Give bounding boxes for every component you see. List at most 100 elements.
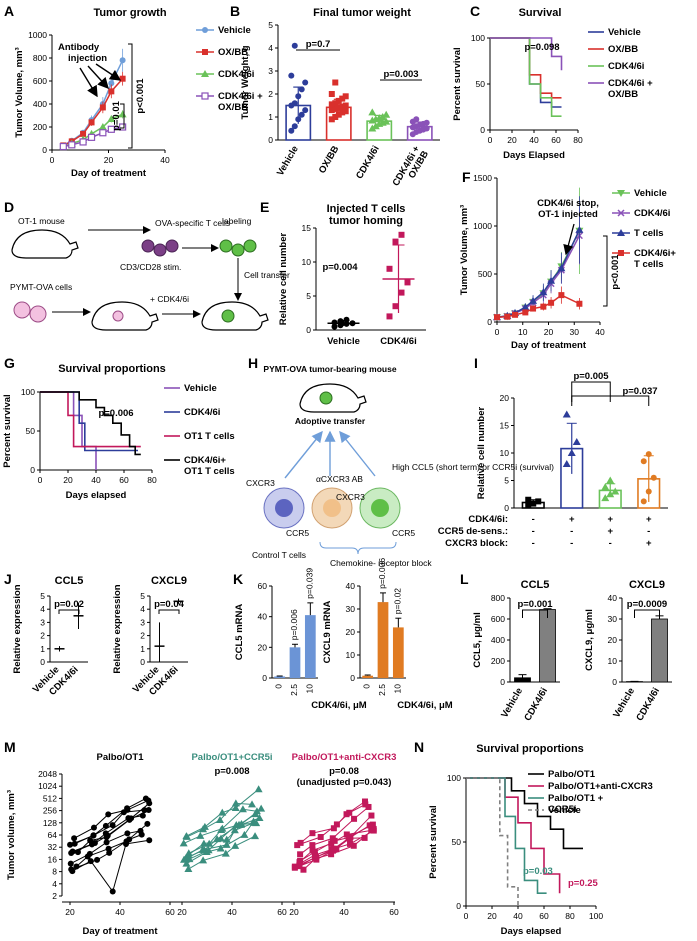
- x-tick-label: 100: [589, 911, 603, 921]
- x-axis-label: Day of treatment: [83, 926, 159, 937]
- y-tick-label: 100: [471, 33, 485, 43]
- panel-label-d: D: [4, 199, 14, 215]
- data-point: [548, 299, 555, 306]
- legend-label-line: CDK4/6i+: [634, 248, 676, 259]
- data-point: [297, 851, 304, 858]
- x-axis-label: Day of treatment: [511, 340, 587, 351]
- data-point: [204, 846, 213, 854]
- y-tick-label: 30: [608, 614, 618, 624]
- chart-title-line: tumor homing: [329, 215, 403, 227]
- brace: [319, 541, 397, 555]
- legend-marker: [617, 229, 625, 236]
- panel-label-m: M: [4, 739, 16, 755]
- data-point: [142, 795, 149, 802]
- legend-label: Palbo/OT1 + CCR5i: [548, 793, 604, 815]
- data-point: [369, 821, 376, 828]
- chart-b-final-weight: Final tumor weight 0 1 2 3 4 5 Vehicle OX/BB CDK4…: [240, 7, 440, 188]
- chart-a-tumor-growth: Tumor growth 0 200 400 600 800 1000 0 20 40 Vehicl…: [14, 7, 263, 179]
- data-point: [231, 799, 240, 807]
- legend-label: OT1 T cells: [184, 431, 235, 442]
- data-point: [562, 410, 571, 418]
- y-tick-label: 3: [268, 66, 273, 76]
- nucleus-icon: [371, 499, 389, 517]
- category-label: 0: [274, 684, 284, 689]
- significance-bracket: [522, 609, 548, 618]
- cxcr3b-label: CXCR3: [336, 492, 365, 502]
- y-tick-label: 2: [268, 89, 273, 99]
- data-point: [221, 849, 230, 857]
- y-tick-label: 100: [447, 773, 461, 783]
- data-point: [606, 476, 615, 484]
- legend-label-line: CDK4/6i: [634, 208, 670, 219]
- data-point: [365, 803, 372, 810]
- data-point: [343, 811, 350, 818]
- h-top-text: PYMT-OVA tumor-bearing mouse: [263, 364, 396, 374]
- legend-label: Palbo/OT1: [548, 769, 596, 780]
- data-point: [522, 309, 529, 316]
- data-point: [185, 855, 194, 863]
- control-label: Control T cells: [252, 550, 306, 560]
- data-point: [198, 845, 207, 853]
- x-tick-label: 80: [573, 135, 583, 145]
- legend-label-line: CDK4/6i: [184, 407, 220, 418]
- t-cell-icon: [153, 243, 167, 257]
- p-value-label: p=0.008: [214, 766, 249, 777]
- p-value-label: p=0.25: [568, 878, 599, 889]
- p-value-label: p=0.006: [377, 558, 387, 589]
- labeling-label: labeling: [222, 216, 252, 226]
- y-tick-label: 1000: [473, 221, 492, 231]
- y-tick-label: 40: [258, 612, 268, 622]
- data-point: [378, 113, 387, 120]
- x-axis-label: CDK4/6i, μM: [397, 700, 453, 711]
- y-tick-label: 2048: [38, 769, 57, 779]
- chart-k-mrna: 0 20 40 60 0 2.5 p=0.006 10 p=0.039 CCL5 mRNA 0 10 2…: [234, 558, 453, 711]
- data-point: [67, 860, 74, 867]
- survival-curve: [466, 777, 547, 894]
- data-point: [535, 498, 542, 505]
- data-point: [601, 494, 610, 502]
- data-point: [69, 868, 76, 875]
- category-label: CDK4/6i: [354, 144, 382, 181]
- adoptive-label: Adoptive transfer: [295, 416, 366, 426]
- data-point: [288, 72, 295, 79]
- tumor-green-icon: [319, 391, 333, 405]
- data-point: [413, 116, 420, 123]
- legend-label: Vehicle: [218, 25, 251, 36]
- cdk-label: + CDK4/6i: [150, 294, 189, 304]
- data-point: [392, 303, 399, 310]
- category-label: Vehicle: [499, 686, 525, 720]
- legend-marker: [201, 70, 209, 77]
- data-point: [328, 116, 335, 123]
- legend-label-line: Palbo/OT1 +: [548, 793, 604, 804]
- data-point: [88, 119, 95, 126]
- data-point: [398, 289, 405, 296]
- y-axis-label: Percent survival: [428, 805, 439, 878]
- data-point: [504, 313, 511, 320]
- data-point: [291, 123, 298, 130]
- p-value-label: p=0.005: [573, 371, 609, 382]
- x-tick-label: 30: [570, 327, 580, 337]
- y-axis-label: Percent survival: [2, 394, 13, 467]
- data-point: [124, 830, 131, 837]
- category-label-line: OX/BB: [317, 144, 342, 176]
- legend-label: CDK4/6i+ OT1 T cells: [184, 455, 235, 477]
- y-tick-label: 0: [42, 145, 47, 155]
- survival-curve: [40, 391, 138, 452]
- group-title: Palbo/OT1: [97, 752, 145, 763]
- row-value: +: [569, 514, 575, 525]
- row-value: -: [532, 526, 535, 537]
- annotation-line: injection: [68, 53, 107, 64]
- x-tick-label: 0: [50, 155, 55, 165]
- x-tick-label: 60: [551, 135, 561, 145]
- schematic-h: PYMT-OVA tumor-bearing mouse Adoptive tr…: [246, 364, 554, 568]
- category-label: CDK4/6i: [522, 686, 550, 723]
- chart-e-homing: Injected T cells tumor homing 0 5 10 15 Vehicl…: [278, 203, 426, 347]
- y-tick-label: 1024: [38, 781, 57, 791]
- y-tick-label: 10: [608, 656, 618, 666]
- arrow-h1: [284, 430, 323, 479]
- y-tick-label: 0: [30, 465, 35, 475]
- x-tick-label: 20: [104, 155, 114, 165]
- chart-title-line: Injected T cells: [327, 203, 406, 215]
- y-tick-label: 1: [140, 644, 145, 654]
- category-label: 2.5: [377, 684, 387, 696]
